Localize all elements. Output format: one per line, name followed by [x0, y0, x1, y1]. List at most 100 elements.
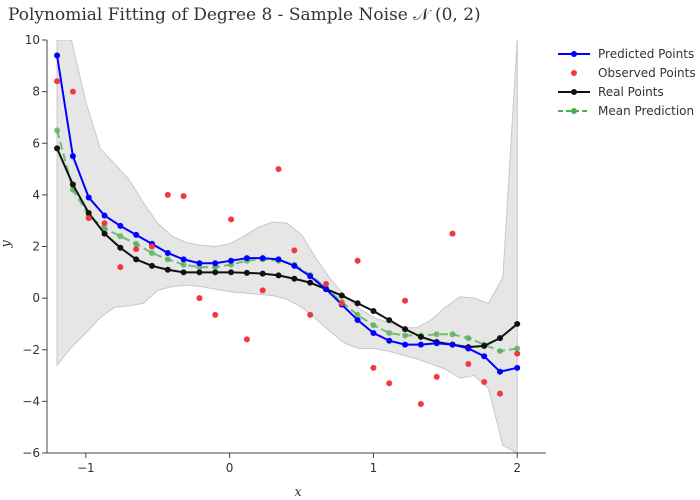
data-point[interactable]: [370, 308, 377, 315]
data-point[interactable]: [212, 311, 219, 318]
data-point[interactable]: [307, 273, 314, 280]
data-point[interactable]: [465, 335, 472, 342]
data-point[interactable]: [117, 222, 124, 229]
data-point[interactable]: [117, 244, 124, 251]
data-point[interactable]: [117, 233, 124, 240]
legend-item-mean[interactable]: Mean Prediction: [556, 101, 696, 120]
data-point[interactable]: [417, 341, 424, 348]
data-point[interactable]: [386, 329, 393, 336]
data-point[interactable]: [148, 243, 155, 250]
data-point[interactable]: [465, 360, 472, 367]
data-point[interactable]: [180, 261, 187, 268]
data-point[interactable]: [101, 220, 108, 227]
data-point[interactable]: [259, 270, 266, 277]
data-point[interactable]: [322, 280, 329, 287]
data-point[interactable]: [417, 333, 424, 340]
data-point[interactable]: [275, 272, 282, 279]
data-point[interactable]: [291, 247, 298, 254]
data-point[interactable]: [164, 266, 171, 273]
data-point[interactable]: [101, 230, 108, 237]
data-point[interactable]: [481, 353, 488, 360]
data-point[interactable]: [196, 269, 203, 276]
data-point[interactable]: [196, 295, 203, 302]
data-point[interactable]: [402, 332, 409, 339]
data-point[interactable]: [164, 191, 171, 198]
data-point[interactable]: [449, 230, 456, 237]
data-point[interactable]: [196, 260, 203, 267]
data-point[interactable]: [338, 292, 345, 299]
data-point[interactable]: [275, 166, 282, 173]
data-point[interactable]: [402, 297, 409, 304]
data-point[interactable]: [354, 300, 361, 307]
data-point[interactable]: [496, 348, 503, 355]
data-point[interactable]: [243, 269, 250, 276]
data-point[interactable]: [291, 262, 298, 269]
data-point[interactable]: [433, 331, 440, 338]
data-point[interactable]: [228, 269, 235, 276]
data-point[interactable]: [275, 256, 282, 263]
data-point[interactable]: [85, 215, 92, 222]
data-point[interactable]: [481, 379, 488, 386]
data-point[interactable]: [133, 240, 140, 247]
data-point[interactable]: [354, 317, 361, 324]
data-point[interactable]: [243, 255, 250, 262]
data-point[interactable]: [259, 287, 266, 294]
data-point[interactable]: [117, 264, 124, 271]
data-point[interactable]: [54, 78, 61, 85]
data-point[interactable]: [228, 216, 235, 223]
data-point[interactable]: [354, 311, 361, 318]
data-point[interactable]: [180, 269, 187, 276]
data-point[interactable]: [514, 364, 521, 371]
data-point[interactable]: [465, 345, 472, 352]
data-point[interactable]: [69, 181, 76, 188]
data-point[interactable]: [370, 364, 377, 371]
data-point[interactable]: [449, 341, 456, 348]
data-point[interactable]: [386, 317, 393, 324]
data-point[interactable]: [386, 337, 393, 344]
data-point[interactable]: [133, 246, 140, 253]
data-point[interactable]: [243, 336, 250, 343]
data-point[interactable]: [101, 225, 108, 232]
data-point[interactable]: [514, 350, 521, 357]
data-point[interactable]: [322, 286, 329, 293]
data-point[interactable]: [514, 345, 521, 352]
data-point[interactable]: [164, 249, 171, 256]
data-point[interactable]: [496, 390, 503, 397]
data-point[interactable]: [228, 257, 235, 264]
data-point[interactable]: [354, 257, 361, 264]
legend-item-observed[interactable]: Observed Points: [556, 63, 696, 82]
data-point[interactable]: [85, 194, 92, 201]
data-point[interactable]: [54, 145, 61, 152]
data-point[interactable]: [69, 88, 76, 95]
data-point[interactable]: [514, 320, 521, 327]
data-point[interactable]: [433, 373, 440, 380]
data-point[interactable]: [54, 52, 61, 59]
data-point[interactable]: [370, 322, 377, 329]
data-point[interactable]: [402, 341, 409, 348]
data-point[interactable]: [148, 249, 155, 256]
data-point[interactable]: [417, 400, 424, 407]
data-point[interactable]: [69, 153, 76, 160]
data-point[interactable]: [307, 279, 314, 286]
data-point[interactable]: [164, 256, 171, 263]
data-point[interactable]: [180, 193, 187, 200]
data-point[interactable]: [402, 326, 409, 333]
data-point[interactable]: [449, 331, 456, 338]
data-point[interactable]: [370, 329, 377, 336]
data-point[interactable]: [180, 256, 187, 263]
data-point[interactable]: [54, 127, 61, 134]
data-point[interactable]: [148, 262, 155, 269]
data-point[interactable]: [481, 342, 488, 349]
legend-item-real[interactable]: Real Points: [556, 82, 696, 101]
data-point[interactable]: [307, 311, 314, 318]
data-point[interactable]: [433, 340, 440, 347]
data-point[interactable]: [291, 275, 298, 282]
data-point[interactable]: [133, 231, 140, 238]
legend-item-predicted[interactable]: Predicted Points: [556, 44, 696, 63]
data-point[interactable]: [386, 380, 393, 387]
data-point[interactable]: [133, 256, 140, 263]
data-point[interactable]: [259, 255, 266, 262]
data-point[interactable]: [212, 260, 219, 267]
data-point[interactable]: [101, 212, 108, 219]
data-point[interactable]: [85, 209, 92, 216]
